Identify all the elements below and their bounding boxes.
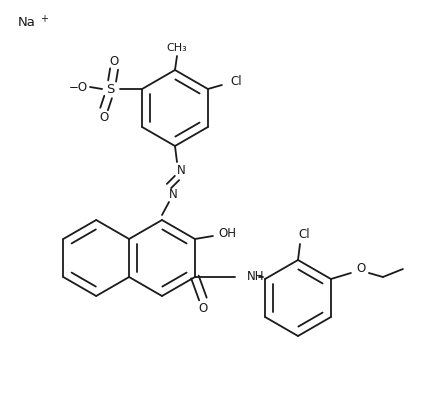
Text: CH₃: CH₃ [167, 43, 187, 53]
Text: NH: NH [247, 271, 265, 284]
Text: O: O [109, 54, 119, 67]
Text: −O: −O [68, 80, 88, 93]
Text: O: O [198, 303, 208, 316]
Text: Cl: Cl [298, 227, 310, 240]
Text: Cl: Cl [230, 74, 242, 87]
Text: S: S [106, 82, 114, 95]
Text: OH: OH [218, 227, 236, 240]
Text: O: O [100, 110, 109, 123]
Text: N: N [169, 188, 177, 201]
Text: +: + [40, 14, 48, 24]
Text: Na: Na [18, 15, 36, 28]
Text: N: N [177, 164, 185, 177]
Text: O: O [356, 262, 365, 275]
